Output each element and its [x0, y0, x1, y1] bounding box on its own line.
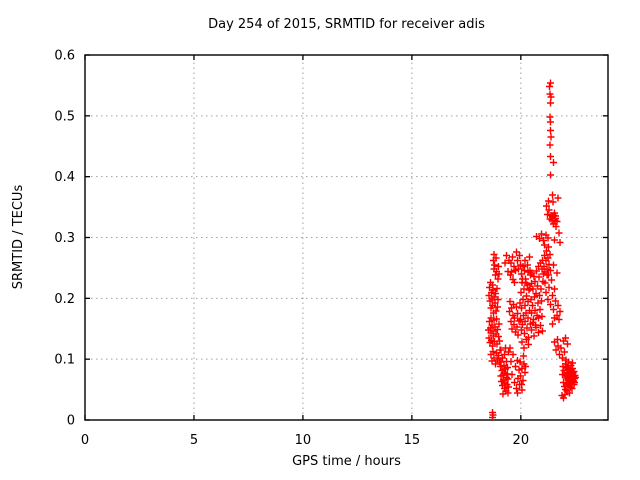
- x-tick-label: 10: [295, 433, 312, 448]
- y-tick-label: 0.5: [54, 109, 75, 124]
- x-tick-label: 0: [81, 433, 89, 448]
- plot-border: [84, 54, 609, 421]
- x-tick-label: 15: [404, 433, 421, 448]
- y-tick-label: 0.1: [54, 353, 75, 368]
- y-tick-label: 0.6: [54, 49, 75, 64]
- x-tick-label: 20: [513, 433, 530, 448]
- y-tick-label: 0.2: [54, 292, 75, 307]
- x-axis-label: GPS time / hours: [292, 454, 401, 469]
- series-points-srmtid: [485, 79, 579, 419]
- y-tick-label: 0: [67, 414, 75, 429]
- y-tick-label: 0.3: [54, 231, 75, 246]
- y-tick-label: 0.4: [54, 170, 75, 185]
- x-tick-label: 5: [190, 433, 198, 448]
- chart-title: Day 254 of 2015, SRMTID for receiver adi…: [208, 17, 485, 32]
